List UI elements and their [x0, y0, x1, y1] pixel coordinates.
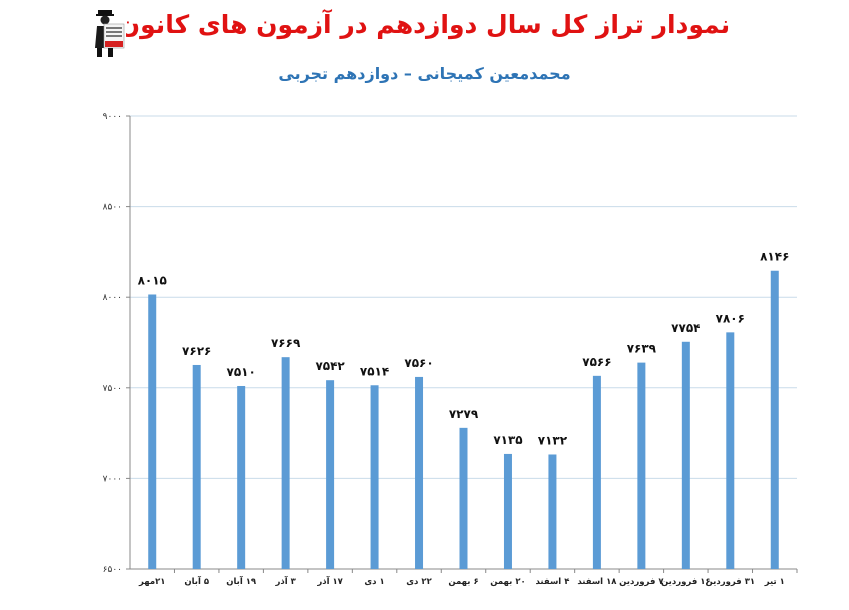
bar — [592, 375, 601, 569]
bar — [637, 362, 646, 569]
x-tick-label: ۲۰ بهمن — [490, 577, 526, 587]
chart-bars — [148, 270, 779, 569]
data-label: ۷۵۱۴ — [360, 364, 389, 378]
x-tick-label: ۱ تیر — [764, 577, 785, 587]
bar — [281, 357, 290, 569]
bar — [237, 385, 246, 569]
bar — [548, 454, 557, 569]
data-label: ۷۶۲۶ — [182, 344, 211, 358]
chart-y-ticks: ۶۵۰۰ ۷۰۰۰ ۷۵۰۰ ۸۰۰۰ ۸۵۰۰ ۹۰۰۰ — [103, 112, 122, 575]
bar — [192, 364, 201, 569]
data-label: ۷۱۳۵ — [493, 433, 522, 447]
x-tick-label: ۵ آبان — [184, 575, 209, 587]
y-tick-label: ۶۵۰۰ — [103, 565, 122, 575]
x-tick-label: ۷ فروردین — [619, 577, 664, 587]
chart-subtitle: محمدمعین کمیجانی – دوازدهم تجربی — [278, 64, 571, 83]
bar — [459, 427, 468, 569]
x-tick-label: ۴ اسفند — [535, 577, 569, 587]
data-label: ۷۶۶۹ — [271, 336, 301, 350]
x-tick-label: ۱۸ اسفند — [577, 577, 617, 587]
bar — [681, 341, 690, 569]
chart-title: نمودار تراز کل سال دوازدهم در آزمون های … — [118, 10, 731, 39]
data-label: ۷۵۶۶ — [582, 355, 611, 369]
data-label: ۷۱۳۲ — [538, 433, 568, 447]
data-label: ۷۷۵۴ — [671, 321, 700, 335]
y-tick-label: ۸۵۰۰ — [103, 203, 122, 213]
x-tick-label: ۲۲ دی — [406, 577, 432, 587]
chart-data-labels: ۸۰۱۵ ۷۶۲۶ ۷۵۱۰ ۷۶۶۹ ۷۵۴۲ ۷۵۱۴ ۷۵۶۰ ۷۲۷۹ ۷۱۳۵ ۷۱۳۲… — [138, 250, 790, 448]
data-label: ۷۲۷۹ — [449, 407, 479, 421]
x-tick-label: ۱۶ فروردین — [661, 577, 711, 587]
x-tick-label: ۳۱ فروردین — [706, 577, 756, 587]
bar — [770, 270, 779, 569]
x-tick-label: ۲۱مهر — [138, 577, 166, 587]
data-label: ۸۱۴۶ — [760, 250, 789, 264]
data-label: ۸۰۱۵ — [138, 273, 167, 287]
bar — [415, 376, 424, 569]
data-label: ۷۵۱۰ — [227, 365, 256, 379]
y-tick-label: ۸۰۰۰ — [103, 293, 122, 303]
bar — [726, 332, 735, 569]
x-tick-label: ۱۹ آبان — [226, 575, 257, 587]
bar — [503, 453, 512, 569]
bar — [326, 380, 335, 569]
y-tick-label: ۹۰۰۰ — [103, 112, 122, 122]
data-label: ۷۵۴۲ — [315, 359, 345, 373]
data-label: ۷۶۳۹ — [627, 342, 657, 356]
chart-x-ticks: ۲۱مهر ۵ آبان ۱۹ آبان ۳ آذر ۱۷ آذر ۱ دی ۲۲ دی ۶ … — [138, 575, 785, 587]
x-tick-label: ۱ دی — [364, 577, 384, 587]
bar — [370, 385, 379, 569]
bar — [148, 294, 157, 569]
x-tick-label: ۱۷ آذر — [316, 575, 343, 587]
data-label: ۷۸۰۶ — [716, 311, 745, 325]
x-tick-label: ۶ بهمن — [448, 577, 478, 587]
data-label: ۷۵۶۰ — [404, 356, 433, 370]
person-with-sign-logo — [84, 8, 126, 58]
chart-grid — [130, 115, 797, 479]
y-tick-label: ۷۰۰۰ — [103, 474, 122, 484]
x-tick-label: ۳ آذر — [274, 575, 296, 587]
y-tick-label: ۷۵۰۰ — [103, 384, 122, 394]
